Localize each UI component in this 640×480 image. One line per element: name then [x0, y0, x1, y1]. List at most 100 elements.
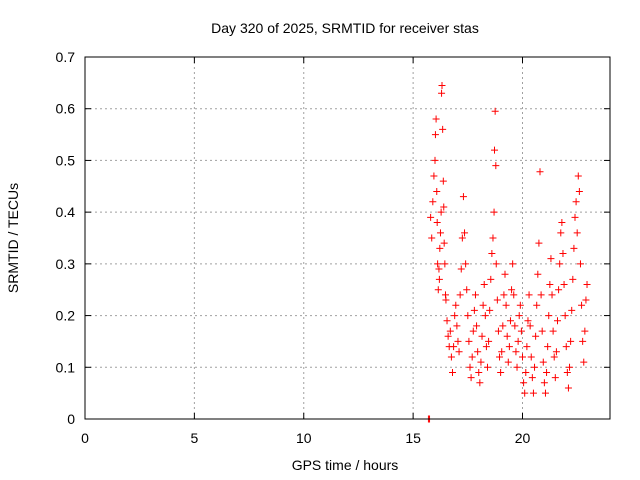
- data-point: [431, 131, 439, 139]
- data-point: [560, 281, 568, 289]
- data-point: [440, 239, 448, 247]
- y-tick-label: 0.6: [56, 101, 76, 117]
- data-point: [539, 358, 547, 366]
- data-point: [471, 291, 479, 299]
- data-point: [580, 358, 588, 366]
- data-point: [491, 146, 498, 154]
- data-point: [543, 368, 551, 376]
- data-point: [519, 353, 526, 361]
- data-point: [524, 317, 532, 325]
- y-tick-label: 0.3: [56, 256, 76, 272]
- data-point: [494, 327, 502, 335]
- data-point: [526, 322, 534, 330]
- data-point: [482, 343, 490, 351]
- data-point: [578, 301, 586, 309]
- data-point: [441, 260, 449, 268]
- data-point: [462, 260, 470, 268]
- data-point: [438, 81, 446, 89]
- data-point: [545, 312, 553, 320]
- data-point: [465, 337, 473, 345]
- y-tick-label: 0.4: [56, 204, 76, 220]
- data-point: [430, 172, 438, 180]
- data-point: [459, 193, 467, 201]
- data-point: [433, 187, 441, 195]
- data-point: [541, 389, 549, 397]
- data-point: [506, 317, 514, 325]
- data-point: [455, 348, 463, 356]
- data-point: [438, 89, 446, 97]
- data-point: [574, 172, 582, 180]
- grid-layer: [85, 57, 610, 419]
- data-point: [514, 337, 522, 345]
- data-point: [522, 368, 530, 376]
- data-point: [500, 291, 508, 299]
- data-point: [478, 332, 486, 340]
- data-point: [568, 306, 576, 314]
- y-tick-label: 0.5: [56, 152, 76, 168]
- data-point: [554, 317, 561, 325]
- data-point: [498, 348, 506, 356]
- data-point: [434, 260, 442, 268]
- data-point: [446, 327, 454, 335]
- data-point: [467, 374, 475, 382]
- data-point: [535, 239, 543, 247]
- data-point: [488, 250, 496, 258]
- data-point: [435, 275, 443, 283]
- data-point: [477, 358, 485, 366]
- data-point: [508, 286, 516, 294]
- data-point: [433, 218, 441, 226]
- data-point: [492, 162, 500, 170]
- data-point: [523, 343, 531, 351]
- data-point: [547, 255, 555, 263]
- data-point: [476, 379, 484, 387]
- data-point: [428, 234, 436, 242]
- data-point: [449, 368, 456, 376]
- data-point: [556, 260, 564, 268]
- data-point: [501, 270, 509, 278]
- data-point: [534, 270, 542, 278]
- data-point: [499, 322, 507, 330]
- data-point: [558, 218, 566, 226]
- data-point: [475, 368, 483, 376]
- data-point: [567, 337, 575, 345]
- data-point: [429, 198, 437, 206]
- data-point: [576, 260, 584, 268]
- data-point: [484, 363, 491, 371]
- data-point: [537, 291, 545, 299]
- data-point: [453, 322, 461, 330]
- data-point: [450, 343, 458, 351]
- data-point: [520, 379, 528, 387]
- data-point: [533, 301, 541, 309]
- data-point: [555, 286, 563, 294]
- data-point: [515, 312, 523, 320]
- data-point: [517, 327, 525, 335]
- data-point: [485, 337, 493, 345]
- data-point: [454, 337, 462, 345]
- data-point: [529, 389, 537, 397]
- data-point: [474, 348, 482, 356]
- data-point: [487, 275, 495, 283]
- data-point: [461, 229, 469, 237]
- data-point: [581, 327, 589, 335]
- data-point: [583, 281, 591, 289]
- data-point: [432, 115, 440, 123]
- data-point: [469, 327, 477, 335]
- y-tick-label: 0: [67, 411, 75, 427]
- data-point: [502, 301, 510, 309]
- data-point: [492, 260, 500, 268]
- data-point: [490, 208, 498, 216]
- data-point: [511, 322, 519, 330]
- data-point: [572, 198, 580, 206]
- data-point: [456, 291, 464, 299]
- data-point: [468, 353, 476, 361]
- chart-title: Day 320 of 2025, SRMTID for receiver sta…: [211, 20, 479, 36]
- data-point: [582, 296, 590, 304]
- data-point: [561, 312, 569, 320]
- x-tick-label: 10: [296, 430, 312, 446]
- data-point: [571, 213, 579, 221]
- series-stas: [424, 81, 591, 423]
- data-point: [505, 343, 513, 351]
- data-point: [434, 286, 442, 294]
- data-point: [551, 374, 559, 382]
